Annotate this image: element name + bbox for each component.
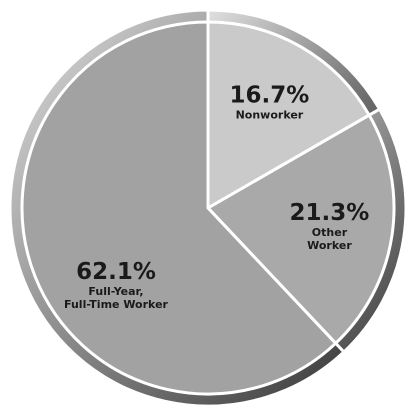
slice — [20, 20, 338, 396]
value-label: 21.3% — [289, 199, 370, 226]
category-label: Full-Year, Full-Time Worker — [64, 284, 168, 311]
value-label: 62.1% — [76, 258, 156, 285]
category-label: Other Worker — [307, 225, 352, 252]
value-label: 16.7% — [229, 82, 310, 109]
slice-label: 62.1% Full-Year, Full-Time Worker — [64, 259, 168, 311]
category-label: Nonworker — [235, 108, 304, 122]
slice — [205, 113, 396, 346]
slice — [206, 20, 372, 211]
slice-label: 21.3% Other Worker — [290, 200, 370, 252]
slice-label: 16.7% Nonworker — [230, 82, 310, 121]
